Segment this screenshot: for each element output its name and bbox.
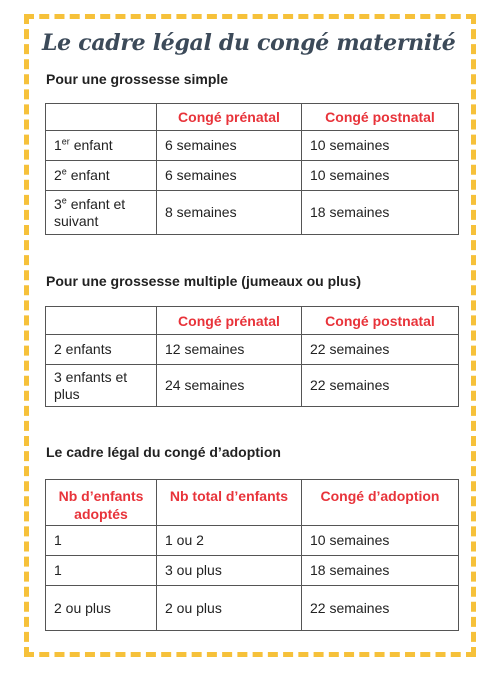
row-label: 3 enfants et plus: [45, 364, 157, 407]
page-title: Le cadre légal du congé maternité: [42, 30, 456, 56]
header-cell-leave: Congé d’adoption: [301, 479, 459, 526]
row-label: 2 enfants: [45, 334, 157, 365]
cell-prenatal: 8 semaines: [156, 190, 302, 235]
table-row: 1 3 ou plus 18 semaines: [45, 555, 459, 586]
table-simple: Congé prénatal Congé postnatal 1er enfan…: [45, 103, 459, 235]
section-title-simple: Pour une grossesse simple: [46, 71, 229, 87]
header-cell-empty: [45, 103, 157, 131]
row-label: 1er enfant: [45, 130, 157, 161]
cell-total: 1 ou 2: [156, 525, 302, 556]
cell-postnatal: 10 semaines: [301, 160, 459, 191]
table-row: 2 enfants 12 semaines 22 semaines: [45, 334, 459, 365]
header-cell-postnatal: Congé postnatal: [301, 103, 459, 131]
dashed-frame: [24, 14, 476, 657]
table-row: 2 ou plus 2 ou plus 22 semaines: [45, 585, 459, 631]
header-cell-adopted: Nb d’enfants adoptés: [45, 479, 157, 526]
row-label: 2e enfant: [45, 160, 157, 191]
cell-leave: 22 semaines: [301, 585, 459, 631]
cell-postnatal: 10 semaines: [301, 130, 459, 161]
cell-postnatal: 22 semaines: [301, 364, 459, 407]
cell-adopted: 1: [45, 525, 157, 556]
cell-postnatal: 22 semaines: [301, 334, 459, 365]
section-title-adoption: Le cadre légal du congé d’adoption: [46, 444, 281, 460]
header-cell-postnatal: Congé postnatal: [301, 306, 459, 335]
header-cell-prenatal: Congé prénatal: [156, 306, 302, 335]
cell-prenatal: 24 semaines: [156, 364, 302, 407]
header-cell-total: Nb total d’enfants: [156, 479, 302, 526]
table-header-row: Nb d’enfants adoptés Nb total d’enfants …: [45, 479, 459, 526]
section-title-multiple: Pour une grossesse multiple (jumeaux ou …: [46, 273, 362, 289]
header-cell-prenatal: Congé prénatal: [156, 103, 302, 131]
table-header-row: Congé prénatal Congé postnatal: [45, 103, 459, 131]
header-cell-empty: [45, 306, 157, 335]
cell-leave: 10 semaines: [301, 525, 459, 556]
cell-prenatal: 6 semaines: [156, 160, 302, 191]
table-row: 3 enfants et plus 24 semaines 22 semaine…: [45, 364, 459, 407]
table-adoption: Nb d’enfants adoptés Nb total d’enfants …: [45, 479, 459, 631]
table-row: 3e enfant et suivant 8 semaines 18 semai…: [45, 190, 459, 235]
cell-total: 2 ou plus: [156, 585, 302, 631]
cell-adopted: 2 ou plus: [45, 585, 157, 631]
table-row: 1er enfant 6 semaines 10 semaines: [45, 130, 459, 161]
table-row: 2e enfant 6 semaines 10 semaines: [45, 160, 459, 191]
row-label: 3e enfant et suivant: [45, 190, 157, 235]
cell-adopted: 1: [45, 555, 157, 586]
cell-leave: 18 semaines: [301, 555, 459, 586]
table-row: 1 1 ou 2 10 semaines: [45, 525, 459, 556]
table-header-row: Congé prénatal Congé postnatal: [45, 306, 459, 335]
cell-total: 3 ou plus: [156, 555, 302, 586]
cell-prenatal: 6 semaines: [156, 130, 302, 161]
cell-postnatal: 18 semaines: [301, 190, 459, 235]
table-multiple: Congé prénatal Congé postnatal 2 enfants…: [45, 306, 459, 407]
cell-prenatal: 12 semaines: [156, 334, 302, 365]
